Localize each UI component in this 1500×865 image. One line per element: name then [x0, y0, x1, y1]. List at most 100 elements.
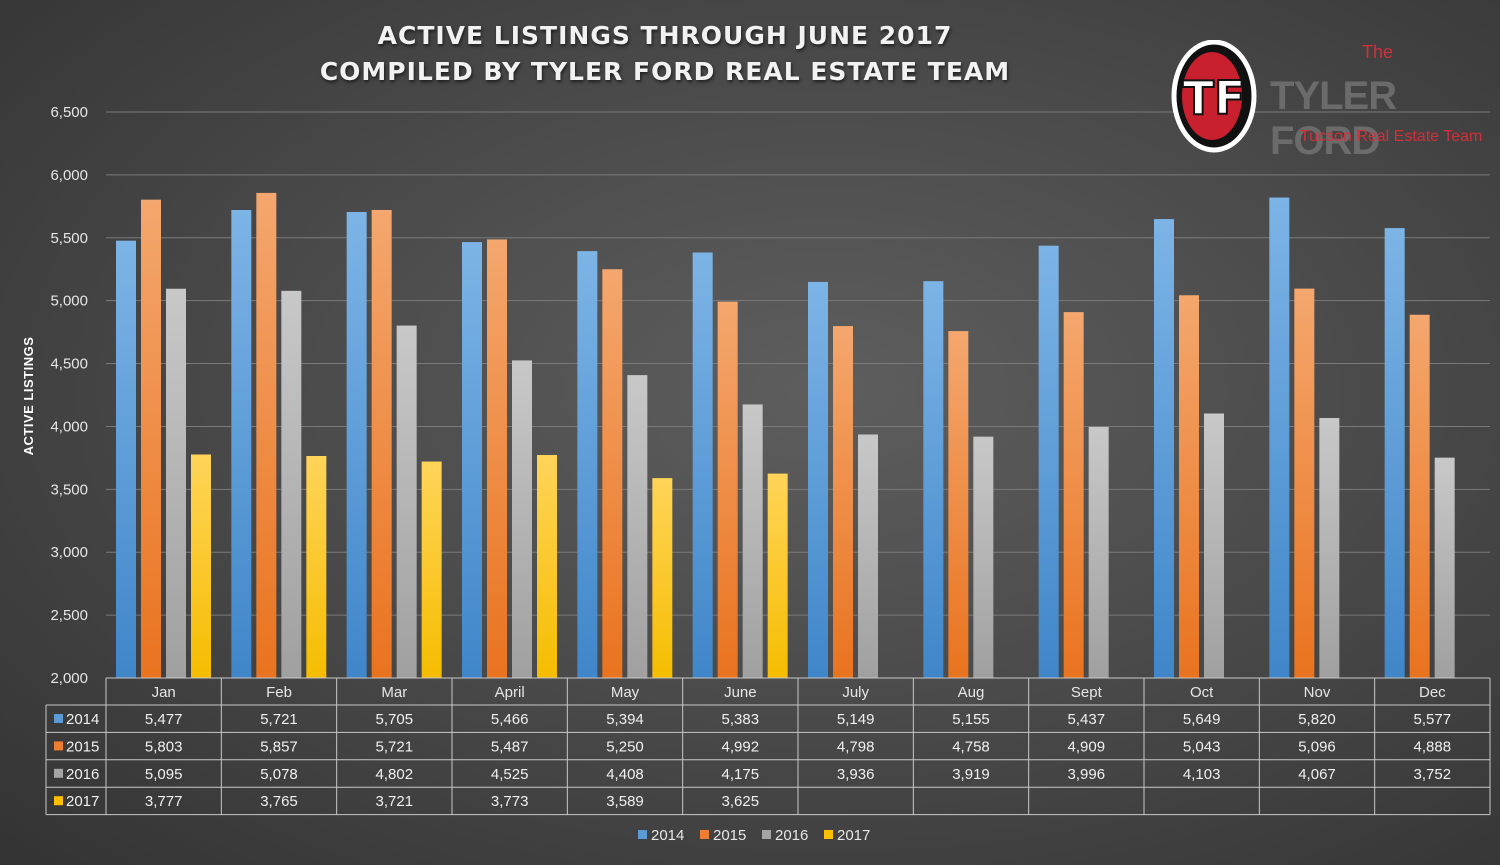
y-tick-label: 2,000: [50, 670, 88, 687]
table-cell-value: 4,802: [376, 766, 414, 783]
table-cell-value: 5,721: [376, 738, 414, 755]
bar-2015-Oct: [1179, 295, 1199, 678]
table-cell-value: 3,765: [260, 793, 298, 810]
table-cell-value: 4,909: [1068, 738, 1106, 755]
y-tick-label: 3,500: [50, 481, 88, 498]
table-cell-value: 5,096: [1298, 738, 1336, 755]
chart-subtitle-line: COMPILED BY TYLER FORD REAL ESTATE TEAM: [319, 57, 1011, 86]
bar-2014-Sept: [1038, 245, 1059, 678]
table-cell-value: 5,820: [1298, 711, 1336, 728]
table-series-swatch: [54, 741, 63, 751]
x-category-label: Jan: [152, 684, 176, 701]
x-category-label: June: [724, 684, 757, 701]
bar-2014-July: [808, 281, 828, 678]
table-cell-value: 5,577: [1414, 711, 1452, 728]
table-series-swatch: [54, 796, 63, 806]
bar-2014-Dec: [1384, 228, 1405, 678]
bar-2015-April: [487, 239, 507, 678]
table-cell-value: 5,649: [1183, 711, 1221, 728]
table-cell-value: 4,758: [952, 738, 990, 755]
table-cell-value: 3,996: [1068, 766, 1106, 783]
x-category-label: Aug: [958, 684, 985, 701]
table-cell-value: 3,919: [952, 766, 990, 783]
table-cell-value: 5,477: [145, 711, 183, 728]
bars: [116, 192, 1455, 679]
bar-2016-Jan: [166, 288, 186, 678]
bar-2015-Jan: [141, 199, 161, 678]
table-cell-value: 3,589: [606, 793, 644, 810]
logo-monogram: TF: [1183, 71, 1246, 125]
y-tick-label: 6,000: [50, 167, 88, 184]
bar-2015-Dec: [1409, 314, 1430, 678]
legend-label: 2017: [837, 827, 870, 844]
legend-swatch: [762, 830, 771, 839]
bar-2016-Aug: [973, 436, 994, 678]
table-cell-value: 5,383: [722, 711, 760, 728]
bar-2017-Feb: [306, 456, 327, 678]
bar-2016-Oct: [1204, 413, 1224, 678]
y-tick-label: 5,500: [50, 230, 88, 247]
logo-the: The: [1362, 42, 1394, 62]
y-tick-label: 3,000: [50, 544, 88, 561]
table-cell-value: 4,992: [722, 738, 760, 755]
bar-2015-Aug: [948, 331, 969, 678]
table-cell-value: 3,777: [145, 793, 183, 810]
table-cell-value: 4,798: [837, 738, 875, 755]
logo: TF: [1170, 39, 1480, 155]
y-axis-ticks: 2,000 2,500 3,000 3,500 4,000 4,500 5,000 5,500…: [50, 104, 88, 687]
y-tick-label: 5,000: [50, 293, 88, 310]
bar-2017-June: [767, 473, 788, 678]
bar-2016-July: [858, 434, 878, 678]
table-cell-value: 5,466: [491, 711, 529, 728]
bar-2014-Jan: [116, 240, 136, 679]
bar-2016-Dec: [1434, 457, 1455, 678]
bar-2014-Feb: [231, 209, 252, 678]
x-category-label: Mar: [381, 684, 407, 701]
table-cell-value: 3,625: [722, 793, 760, 810]
bar-2017-April: [537, 454, 557, 678]
table-cell-value: 5,250: [606, 738, 644, 755]
bar-2016-Sept: [1088, 426, 1109, 678]
bar-2014-June: [692, 252, 713, 678]
x-category-label: Dec: [1419, 684, 1446, 701]
table-cell-value: 5,095: [145, 766, 183, 783]
x-category-label: Sept: [1071, 684, 1103, 701]
chart-title: ACTIVE LISTINGS THROUGH JUNE 2017 COMPIL…: [210, 18, 1120, 90]
y-tick-label: 2,500: [50, 607, 88, 624]
table-cell-value: 5,078: [260, 766, 298, 783]
table-series-name: 2014: [66, 711, 99, 728]
logo-tagline: Tucson Real Estate Team: [1300, 128, 1483, 145]
table-cell-value: 5,487: [491, 738, 529, 755]
table-cell-value: 5,394: [606, 711, 644, 728]
table-cell-value: 5,857: [260, 738, 298, 755]
gridlines: [106, 111, 1490, 679]
y-tick-label: 4,500: [50, 356, 88, 373]
bar-2014-May: [577, 251, 598, 678]
legend-swatch: [700, 830, 709, 839]
table-cell-value: 4,888: [1414, 738, 1452, 755]
bar-2016-Nov: [1319, 418, 1340, 678]
legend-swatch: [824, 830, 833, 839]
bar-2015-Feb: [256, 192, 277, 678]
bar-2015-Mar: [371, 209, 392, 678]
bar-2015-Sept: [1063, 312, 1084, 678]
bar-2014-Nov: [1269, 197, 1290, 679]
bar-2016-June: [742, 404, 763, 678]
x-category-label: July: [842, 684, 869, 701]
legend: 2014 2015 2016 2017: [638, 827, 870, 844]
y-tick-label: 4,000: [50, 418, 88, 435]
table-cell-value: 4,103: [1183, 766, 1221, 783]
y-axis-label: ACTIVE LISTINGS: [21, 337, 36, 456]
table-cell-value: 5,155: [952, 711, 990, 728]
table-cell-value: 3,752: [1414, 766, 1452, 783]
table-series-swatch: [54, 714, 63, 723]
bar-2015-July: [833, 326, 853, 678]
x-category-label: Nov: [1304, 684, 1331, 701]
table-cell-value: 5,803: [145, 738, 183, 755]
bar-2014-April: [462, 242, 482, 678]
table-cell-value: 3,936: [837, 766, 875, 783]
table-series-name: 2015: [66, 738, 99, 755]
bar-2017-May: [652, 478, 673, 678]
bar-2016-April: [512, 360, 532, 678]
